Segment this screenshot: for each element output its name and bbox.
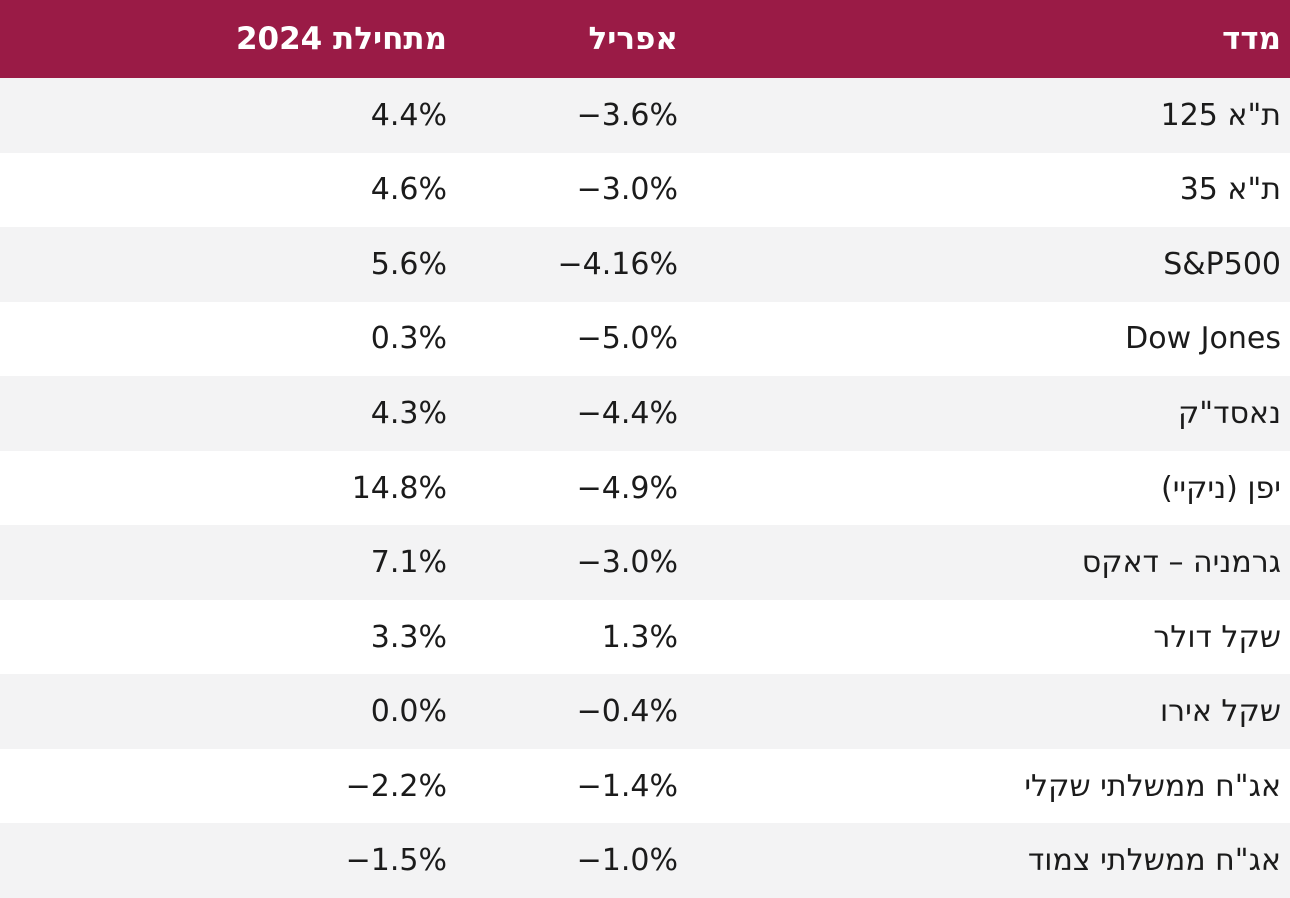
- index-name-cell: שקל דולר: [1153, 619, 1281, 655]
- index-name-cell: ת"א 35: [1179, 172, 1281, 208]
- ytd-value-cell: 7.1%: [370, 545, 447, 581]
- ytd-value-cell: −1.5%: [345, 843, 447, 879]
- april-value-cell: −4.16%: [557, 246, 678, 282]
- ytd-value-cell: 4.4%: [370, 97, 447, 133]
- index-name-cell: ת"א 125: [1160, 97, 1281, 133]
- header-index: מדד: [1222, 21, 1281, 57]
- table-row: גרמניה – דאקס −3.0% 7.1%: [0, 525, 1290, 600]
- ytd-value-cell: 4.6%: [370, 172, 447, 208]
- april-value-cell: −3.0%: [576, 172, 678, 208]
- table-row: שקל דולר 1.3% 3.3%: [0, 599, 1290, 675]
- index-name-cell: נאסד"ק: [1178, 395, 1281, 431]
- table-row: נאסד"ק −4.4% 4.3%: [0, 376, 1290, 451]
- april-value-cell: 1.3%: [601, 619, 678, 655]
- index-name-cell: גרמניה – דאקס: [1081, 545, 1281, 581]
- april-value-cell: −0.4%: [576, 694, 678, 730]
- header-ytd: מתחילת 2024: [235, 21, 447, 57]
- table-row: S&P500 −4.16% 5.6%: [0, 227, 1290, 302]
- ytd-value-cell: 14.8%: [351, 470, 447, 506]
- april-value-cell: −5.0%: [576, 321, 678, 357]
- table-row: אג"ח ממשלתי צמוד −1.0% −1.5%: [0, 823, 1290, 898]
- ytd-value-cell: 4.3%: [370, 395, 447, 431]
- ytd-value-cell: 5.6%: [370, 246, 447, 282]
- table-row: ת"א 125 −3.6% 4.4%: [0, 78, 1290, 153]
- index-name-cell: יפן (ניקיי): [1161, 470, 1281, 506]
- ytd-value-cell: 0.0%: [370, 694, 447, 730]
- table-row: אג"ח ממשלתי שקלי −1.4% −2.2%: [0, 748, 1290, 824]
- index-name-cell: Dow Jones: [1125, 321, 1281, 357]
- table-header-row: מדד אפריל מתחילת 2024: [0, 0, 1290, 78]
- index-name-cell: שקל אירו: [1160, 694, 1281, 730]
- table-body: ת"א 125 −3.6% 4.4% ת"א 35 −3.0% 4.6% S&P…: [0, 78, 1290, 898]
- index-name-cell: אג"ח ממשלתי צמוד: [1027, 843, 1281, 879]
- index-name-cell: אג"ח ממשלתי שקלי: [1024, 768, 1281, 804]
- table-row: יפן (ניקיי) −4.9% 14.8%: [0, 450, 1290, 526]
- index-name-cell: S&P500: [1163, 246, 1281, 282]
- ytd-value-cell: 0.3%: [370, 321, 447, 357]
- april-value-cell: −1.4%: [576, 768, 678, 804]
- table-row: ת"א 35 −3.0% 4.6%: [0, 152, 1290, 228]
- april-value-cell: −3.0%: [576, 545, 678, 581]
- ytd-value-cell: 3.3%: [370, 619, 447, 655]
- april-value-cell: −4.9%: [576, 470, 678, 506]
- table-row: שקל אירו −0.4% 0.0%: [0, 674, 1290, 749]
- ytd-value-cell: −2.2%: [345, 768, 447, 804]
- header-april: אפריל: [588, 21, 678, 57]
- april-value-cell: −4.4%: [576, 395, 678, 431]
- april-value-cell: −3.6%: [576, 97, 678, 133]
- april-value-cell: −1.0%: [576, 843, 678, 879]
- table-row: Dow Jones −5.0% 0.3%: [0, 301, 1290, 377]
